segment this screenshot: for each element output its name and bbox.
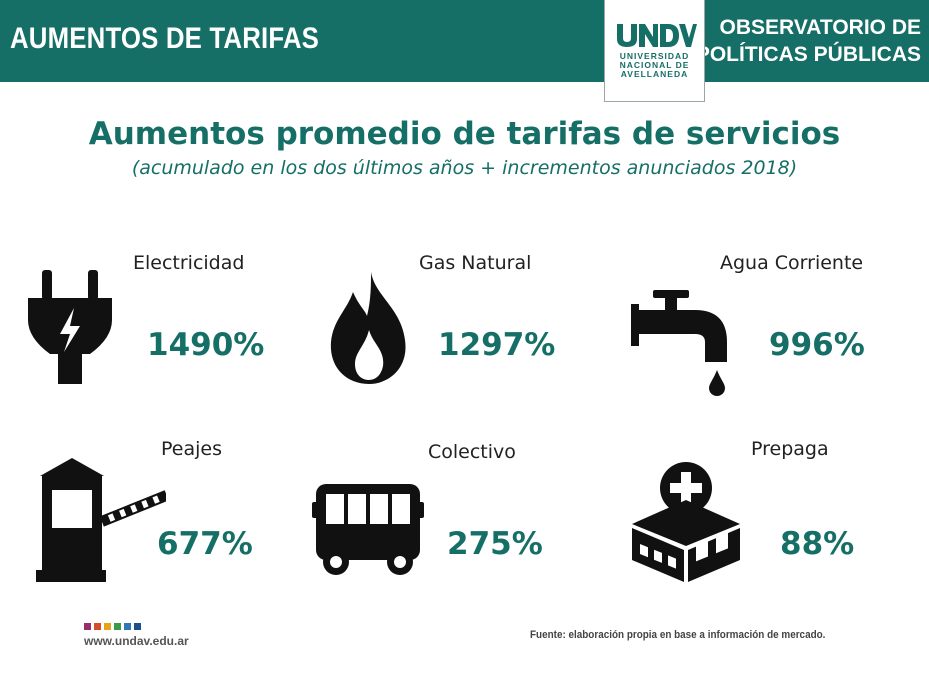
service-value-agua-corriente: 996%	[769, 327, 865, 363]
service-label-peajes: Peajes	[161, 438, 222, 460]
logo-text: UNIVERSIDAD NACIONAL DE AVELLANEDA	[605, 52, 704, 79]
logo-line-3: AVELLANEDA	[620, 69, 689, 79]
undav-logo-mark	[617, 24, 697, 47]
service-label-prepaga: Prepaga	[751, 438, 829, 460]
brand-dot	[114, 623, 121, 630]
service-value-prepaga: 88%	[780, 526, 855, 562]
toll-booth-icon	[36, 458, 166, 582]
observatory-name: OBSERVATORIO DE POLÍTICAS PÚBLICAS	[696, 14, 921, 68]
brand-color-dots	[84, 623, 141, 630]
service-value-colectivo: 275%	[447, 526, 543, 562]
bus-icon	[312, 484, 424, 575]
faucet-icon	[631, 290, 727, 396]
service-value-gas-natural: 1297%	[438, 327, 556, 363]
header-title: AUMENTOS DE TARIFAS	[10, 22, 320, 55]
service-value-peajes: 677%	[157, 526, 253, 562]
brand-dot	[84, 623, 91, 630]
plug-icon	[28, 270, 112, 384]
brand-dot	[124, 623, 131, 630]
source-note: Fuente: elaboración propia en base a inf…	[530, 629, 826, 641]
brand-dot	[104, 623, 111, 630]
website-link[interactable]: www.undav.edu.ar	[84, 634, 189, 648]
service-label-agua-corriente: Agua Corriente	[720, 252, 864, 274]
flame-icon	[330, 272, 406, 384]
service-label-colectivo: Colectivo	[428, 441, 516, 463]
service-label-electricidad: Electricidad	[133, 252, 245, 274]
logo-line-1: UNIVERSIDAD	[619, 51, 690, 61]
page-title: Aumentos promedio de tarifas de servicio…	[88, 116, 841, 152]
undav-logo: UNIVERSIDAD NACIONAL DE AVELLANEDA	[604, 0, 705, 102]
logo-line-2: NACIONAL DE	[619, 60, 690, 70]
service-value-electricidad: 1490%	[147, 327, 265, 363]
brand-dot	[134, 623, 141, 630]
header-bar: AUMENTOS DE TARIFAS OBSERVATORIO DE POLÍ…	[0, 0, 929, 82]
observatory-line-2: POLÍTICAS PÚBLICAS	[695, 43, 921, 66]
observatory-line-1: OBSERVATORIO DE	[719, 16, 921, 39]
brand-dot	[94, 623, 101, 630]
page-subtitle: (acumulado en los dos últimos años + inc…	[131, 157, 798, 179]
service-label-gas-natural: Gas Natural	[419, 252, 532, 274]
hospital-icon	[632, 462, 740, 582]
